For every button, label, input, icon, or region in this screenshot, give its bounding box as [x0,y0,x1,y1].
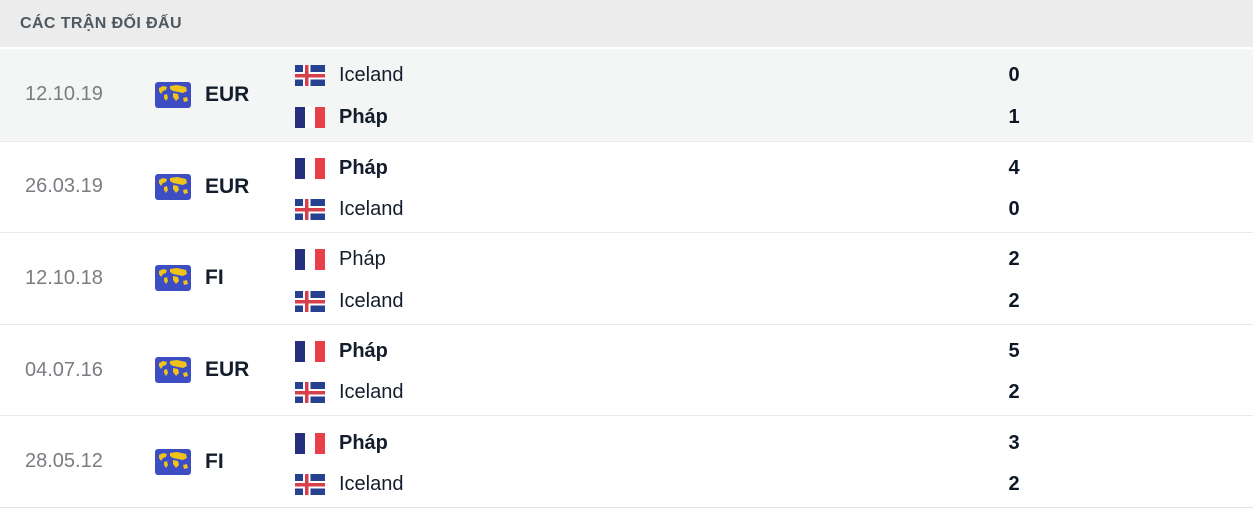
team-score: 3 [1008,431,1020,454]
team-score: 4 [1008,156,1020,179]
team-name: Pháp [339,339,388,362]
match-row[interactable]: 26.03.19 EUR Pháp Iceland 4 0 [0,140,1253,233]
team-line: Pháp [295,97,1253,139]
teams: Pháp Iceland [275,416,1253,507]
team-score: 2 [1008,248,1020,271]
team-name: Iceland [339,381,404,404]
competition: FI [130,233,275,324]
teams: Pháp Iceland [275,233,1253,324]
team-line: Pháp [295,422,1253,463]
competition: FI [130,416,275,507]
match-row[interactable]: 12.10.18 FI Pháp Iceland 2 2 [0,232,1253,324]
scores: 4 0 [999,142,1029,233]
match-date: 04.07.16 [25,358,103,381]
team-score: 1 [1008,106,1020,129]
match-list: 12.10.19 EUR Iceland Pháp 0 1 [0,49,1253,508]
team-name: Iceland [339,289,404,312]
team-score: 2 [1008,381,1020,404]
team-line: Pháp [295,331,1253,372]
team-line: Pháp [295,239,1253,280]
match-date: 28.05.12 [25,450,103,473]
world-map-icon [155,173,191,200]
france-flag-icon [295,157,325,179]
team-score: 2 [1008,289,1020,312]
match-row[interactable]: 12.10.19 EUR Iceland Pháp 0 1 [0,49,1253,141]
competition-label: EUR [205,358,250,382]
team-score: 0 [1008,198,1020,221]
team-line: Iceland [295,189,1253,230]
team-name: Iceland [339,64,404,87]
teams: Pháp Iceland [275,142,1253,233]
head-to-head-widget: CÁC TRẬN ĐỐI ĐẤU 12.10.19 EUR Iceland Ph… [0,0,1253,508]
match-row[interactable]: 28.05.12 FI Pháp Iceland 3 2 [0,415,1253,507]
iceland-flag-icon [295,473,325,495]
france-flag-icon [295,107,325,129]
widget-title: CÁC TRẬN ĐỐI ĐẤU [20,14,182,32]
team-line: Iceland [295,372,1253,413]
team-line: Iceland [295,280,1253,321]
scores: 2 2 [999,233,1029,324]
world-map-icon [155,357,191,384]
iceland-flag-icon [295,290,325,312]
scores: 3 2 [999,416,1029,507]
team-line: Pháp [295,148,1253,189]
scores: 0 1 [999,49,1029,141]
match-date: 12.10.19 [25,83,103,106]
competition-label: FI [205,449,224,473]
teams: Pháp Iceland [275,325,1253,416]
competition-label: EUR [205,82,250,106]
team-name: Pháp [339,156,388,179]
team-name: Pháp [339,106,388,129]
team-score: 5 [1008,339,1020,362]
france-flag-icon [295,432,325,454]
iceland-flag-icon [295,199,325,221]
team-name: Iceland [339,472,404,495]
team-score: 2 [1008,472,1020,495]
match-row[interactable]: 04.07.16 EUR Pháp Iceland 5 2 [0,323,1253,416]
widget-header: CÁC TRẬN ĐỐI ĐẤU [0,0,1253,49]
scores: 5 2 [999,325,1029,416]
competition: EUR [130,49,275,141]
competition-label: FI [205,266,224,290]
france-flag-icon [295,249,325,271]
team-name: Pháp [339,248,386,271]
match-date: 12.10.18 [25,266,103,289]
world-map-icon [155,265,191,292]
competition: EUR [130,142,275,233]
world-map-icon [155,81,191,108]
teams: Iceland Pháp [275,49,1253,141]
team-name: Iceland [339,198,404,221]
competition: EUR [130,325,275,416]
team-score: 0 [1008,64,1020,87]
world-map-icon [155,448,191,475]
iceland-flag-icon [295,382,325,404]
team-line: Iceland [295,464,1253,505]
competition-label: EUR [205,174,250,198]
match-date: 26.03.19 [25,175,103,198]
iceland-flag-icon [295,65,325,87]
france-flag-icon [295,340,325,362]
team-line: Iceland [295,55,1253,97]
team-name: Pháp [339,431,388,454]
